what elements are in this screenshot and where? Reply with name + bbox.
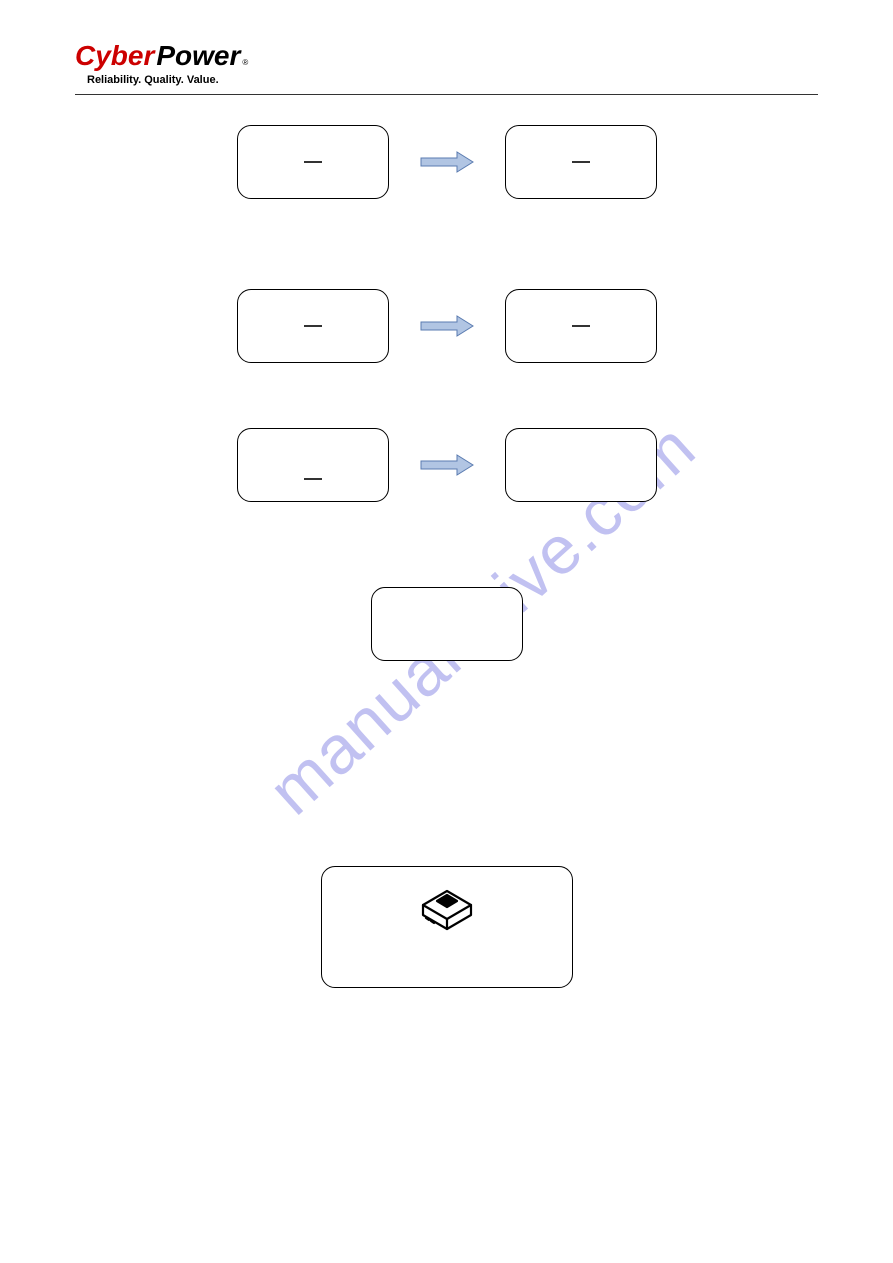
- document-page: manualshive.com Cyber Power ® Reliabilit…: [0, 0, 893, 1263]
- state-box: [237, 428, 389, 502]
- device-icon: [415, 887, 479, 937]
- flow-row-center: [75, 587, 818, 661]
- device-box: [321, 866, 573, 988]
- dash-icon: [304, 325, 322, 327]
- state-box: [505, 289, 657, 363]
- state-box: [237, 289, 389, 363]
- logo-part2: Power: [156, 40, 240, 72]
- arrow-icon: [419, 150, 475, 174]
- dash-icon: [572, 161, 590, 163]
- state-box: [237, 125, 389, 199]
- logo-tagline: Reliability. Quality. Value.: [87, 74, 818, 86]
- flow-row-3: [75, 428, 818, 502]
- logo-trademark: ®: [242, 58, 248, 67]
- arrow-icon: [419, 453, 475, 477]
- state-box: [505, 125, 657, 199]
- flow-row-device: [75, 866, 818, 988]
- logo-part1: Cyber: [75, 40, 154, 72]
- flow-row-2: [75, 289, 818, 363]
- brand-logo: Cyber Power ®: [75, 40, 818, 72]
- state-box: [505, 428, 657, 502]
- header: Cyber Power ® Reliability. Quality. Valu…: [75, 40, 818, 95]
- dash-icon: [572, 325, 590, 327]
- arrow-icon: [419, 314, 475, 338]
- dash-icon: [304, 161, 322, 163]
- flow-row-1: [75, 125, 818, 199]
- dash-icon: [304, 478, 322, 480]
- state-box: [371, 587, 523, 661]
